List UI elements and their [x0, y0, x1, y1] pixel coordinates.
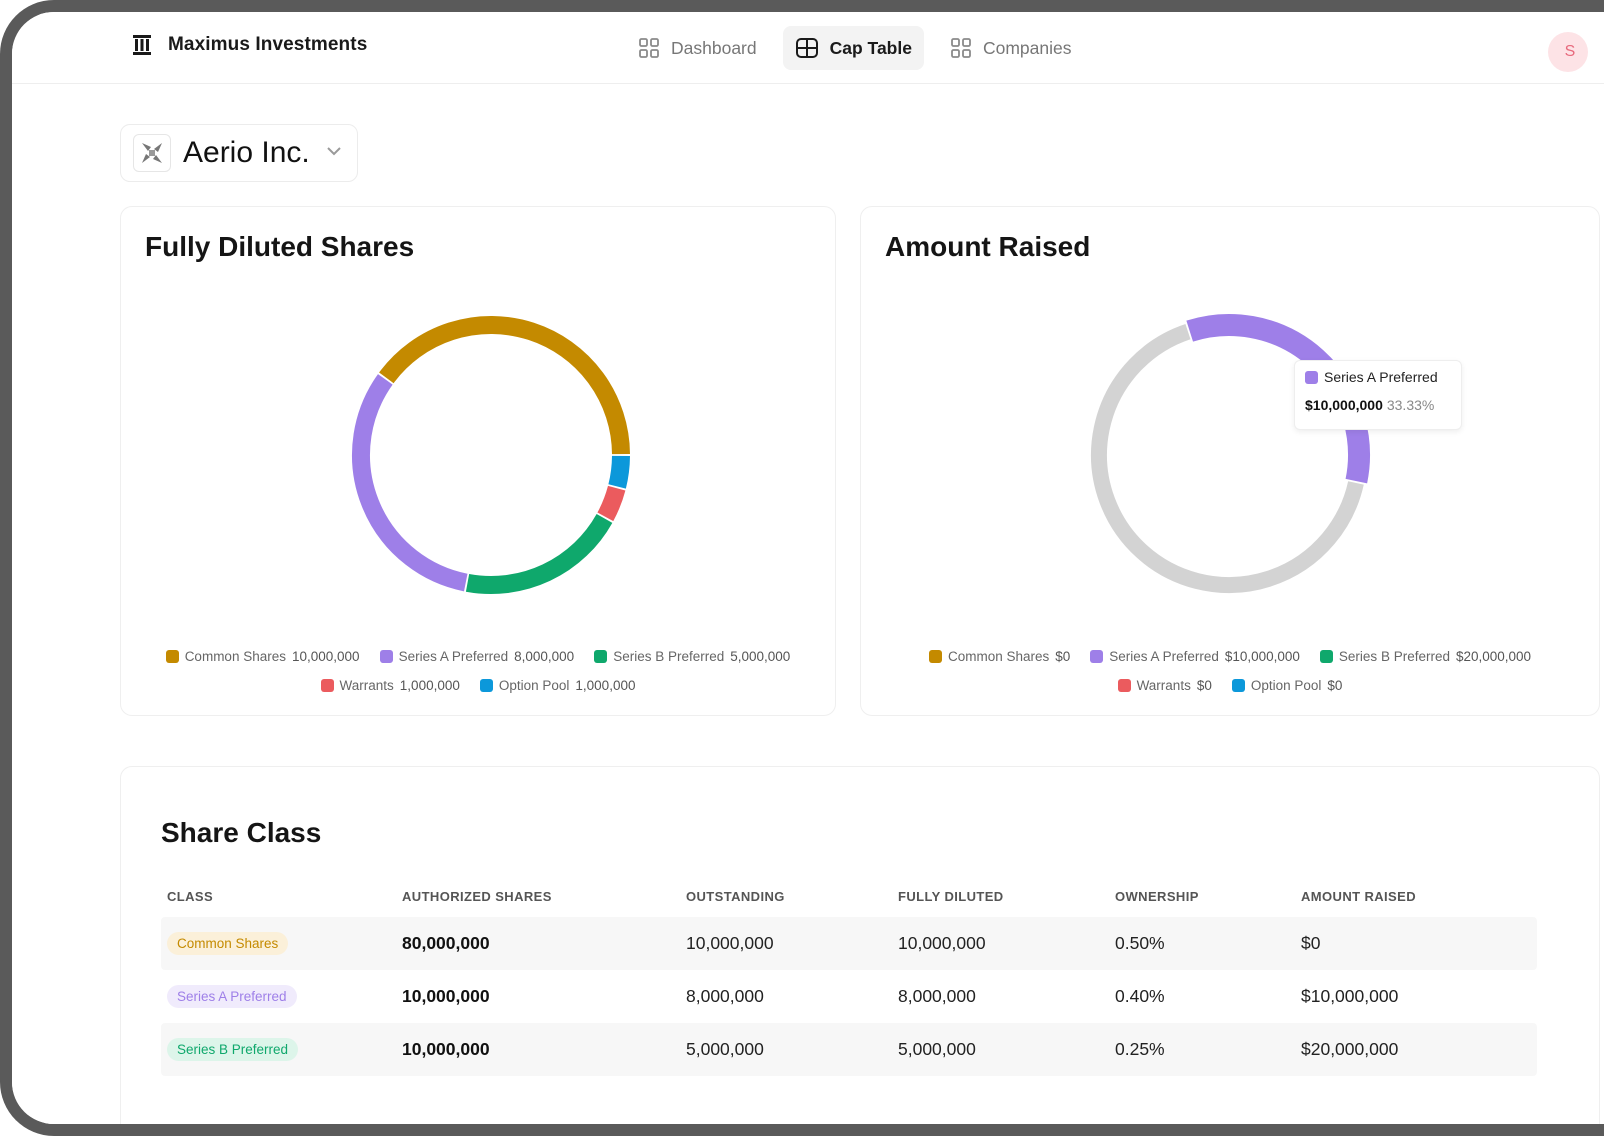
tooltip-label: Series A Preferred: [1324, 369, 1438, 385]
cell-authorized: 10,000,000: [402, 986, 490, 1006]
legend-item-common[interactable]: Common Shares $0: [928, 649, 1070, 664]
nav-cap-table[interactable]: Cap Table: [782, 26, 924, 70]
tooltip-percent: 33.33%: [1386, 397, 1435, 413]
cell-ownership: 0.40%: [1115, 986, 1165, 1006]
cell-ownership: 0.50%: [1115, 933, 1165, 953]
col-ownership[interactable]: OWNERSHIP: [1115, 888, 1199, 904]
grid-icon: [950, 37, 972, 59]
amount-raised-card: Amount Raised Common Shares $0 Series A …: [860, 206, 1600, 716]
nav-dashboard-label: Dashboard: [671, 37, 757, 58]
app-screen: Maximus Investments Dashboard Cap: [12, 12, 1604, 1124]
cell-authorized: 80,000,000: [402, 933, 490, 953]
cell-fully-diluted: 8,000,000: [898, 986, 976, 1006]
avatar-initial: S: [1564, 43, 1576, 60]
legend-item-series-a[interactable]: Series A Preferred 8,000,000: [379, 649, 574, 664]
col-fully-diluted[interactable]: FULLY DILUTED: [898, 888, 1004, 904]
legend-swatch: [928, 650, 942, 663]
chart-tooltip: Series A Preferred $10,000,000 33.33%: [1294, 360, 1462, 430]
legend-swatch: [165, 650, 179, 663]
cell-fully-diluted: 10,000,000: [898, 933, 986, 953]
tooltip-swatch: [1305, 370, 1318, 384]
col-class[interactable]: CLASS: [167, 888, 214, 904]
cell-ownership: 0.25%: [1115, 1039, 1165, 1059]
cell-outstanding: 8,000,000: [686, 986, 764, 1006]
donut-slice-remainder-series-b-preferred-dimmed-[interactable]: [1091, 324, 1364, 593]
building-columns-icon: [132, 34, 152, 56]
brand[interactable]: Maximus Investments: [132, 34, 367, 56]
cell-amount-raised: $20,000,000: [1301, 1039, 1399, 1059]
legend-swatch: [594, 650, 608, 663]
legend-swatch: [1319, 650, 1333, 663]
col-authorized[interactable]: AUTHORIZED SHARES: [402, 888, 552, 904]
cell-amount-raised: $0: [1301, 933, 1321, 953]
class-pill: Common Shares: [167, 932, 289, 955]
table-icon: [795, 37, 819, 59]
user-avatar[interactable]: S: [1548, 32, 1588, 72]
brand-name: Maximus Investments: [168, 34, 368, 55]
legend-item-warrants[interactable]: Warrants 1,000,000: [320, 678, 460, 693]
legend-swatch: [320, 679, 334, 692]
table-header: CLASS AUTHORIZED SHARES OUTSTANDING FULL…: [161, 875, 1537, 917]
fully-diluted-shares-card: Fully Diluted Shares Common Shares 10,00…: [120, 206, 836, 716]
class-pill: Series B Preferred: [167, 1038, 299, 1061]
cell-amount-raised: $10,000,000: [1301, 986, 1399, 1006]
donut-slice-series-a-preferred[interactable]: [352, 374, 468, 592]
donut-slice-series-b-preferred[interactable]: [465, 513, 613, 594]
legend-item-warrants[interactable]: Warrants $0: [1117, 678, 1212, 693]
nav-companies-label: Companies: [982, 37, 1072, 58]
company-selector[interactable]: Aerio Inc.: [120, 124, 358, 182]
cell-outstanding: 5,000,000: [686, 1039, 764, 1059]
card-title: Fully Diluted Shares: [145, 231, 415, 262]
company-name: Aerio Inc.: [183, 136, 310, 169]
share-class-table: CLASS AUTHORIZED SHARES OUTSTANDING FULL…: [161, 875, 1537, 1076]
legend-swatch: [1090, 650, 1104, 663]
nav-companies[interactable]: Companies: [938, 26, 1084, 70]
legend-item-option-pool[interactable]: Option Pool $0: [1231, 678, 1342, 693]
donut-slice-option-pool[interactable]: [608, 455, 630, 489]
table-row[interactable]: Series A Preferred 10,000,000 8,000,000 …: [161, 970, 1537, 1023]
share-class-card: Share Class CLASS AUTHORIZED SHARES OUTS…: [120, 766, 1600, 1124]
fully-diluted-donut-chart: [352, 316, 630, 594]
donut-slice-warrants[interactable]: [597, 485, 626, 522]
legend-swatch: [379, 650, 393, 663]
chevron-down-icon: [326, 144, 342, 162]
col-amount-raised[interactable]: AMOUNT RAISED: [1301, 888, 1416, 904]
share-class-title: Share Class: [161, 817, 322, 848]
donut-slice-series-a-preferred[interactable]: [1186, 314, 1370, 484]
cell-outstanding: 10,000,000: [686, 933, 774, 953]
legend-swatch: [1231, 679, 1245, 692]
main-nav: Dashboard Cap Table Companies: [626, 26, 1084, 70]
pinwheel-logo-icon: [133, 134, 171, 172]
card-title: Amount Raised: [885, 231, 1091, 262]
legend-item-series-b[interactable]: Series B Preferred 5,000,000: [594, 649, 790, 664]
legend-item-series-b[interactable]: Series B Preferred $20,000,000: [1319, 649, 1531, 664]
donut-slice-common-shares[interactable]: [379, 316, 630, 455]
class-pill: Series A Preferred: [167, 985, 297, 1008]
legend-item-series-a[interactable]: Series A Preferred $10,000,000: [1090, 649, 1300, 664]
chart-legend: Common Shares 10,000,000 Series A Prefer…: [121, 642, 835, 700]
chart-legend: Common Shares $0 Series A Preferred $10,…: [861, 642, 1599, 700]
amount-raised-donut-chart: [1091, 314, 1370, 593]
cell-fully-diluted: 5,000,000: [898, 1039, 976, 1059]
grid-icon: [638, 37, 660, 59]
table-row[interactable]: Series B Preferred 10,000,000 5,000,000 …: [161, 1023, 1537, 1076]
top-navbar: Maximus Investments Dashboard Cap: [12, 12, 1604, 84]
tooltip-value: $10,000,000: [1305, 397, 1383, 413]
legend-item-common[interactable]: Common Shares 10,000,000: [165, 649, 360, 664]
col-outstanding[interactable]: OUTSTANDING: [686, 888, 785, 904]
cell-authorized: 10,000,000: [402, 1039, 490, 1059]
table-row[interactable]: Common Shares 80,000,000 10,000,000 10,0…: [161, 917, 1537, 970]
nav-cap-table-label: Cap Table: [829, 37, 912, 58]
nav-dashboard[interactable]: Dashboard: [626, 26, 769, 70]
legend-item-option-pool[interactable]: Option Pool 1,000,000: [479, 678, 635, 693]
legend-swatch: [1117, 679, 1131, 692]
legend-swatch: [479, 679, 493, 692]
